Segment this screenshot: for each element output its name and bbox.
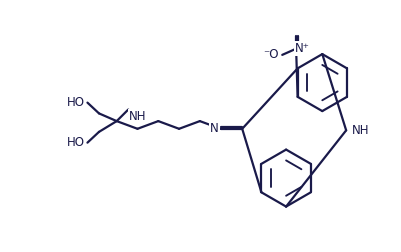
Text: ⁻O: ⁻O: [263, 48, 278, 61]
Text: HO: HO: [67, 96, 85, 109]
Text: N: N: [210, 122, 219, 135]
Text: NH: NH: [351, 124, 369, 137]
Text: HO: HO: [67, 136, 85, 149]
Text: NH: NH: [128, 110, 146, 123]
Text: N⁺: N⁺: [294, 42, 309, 55]
